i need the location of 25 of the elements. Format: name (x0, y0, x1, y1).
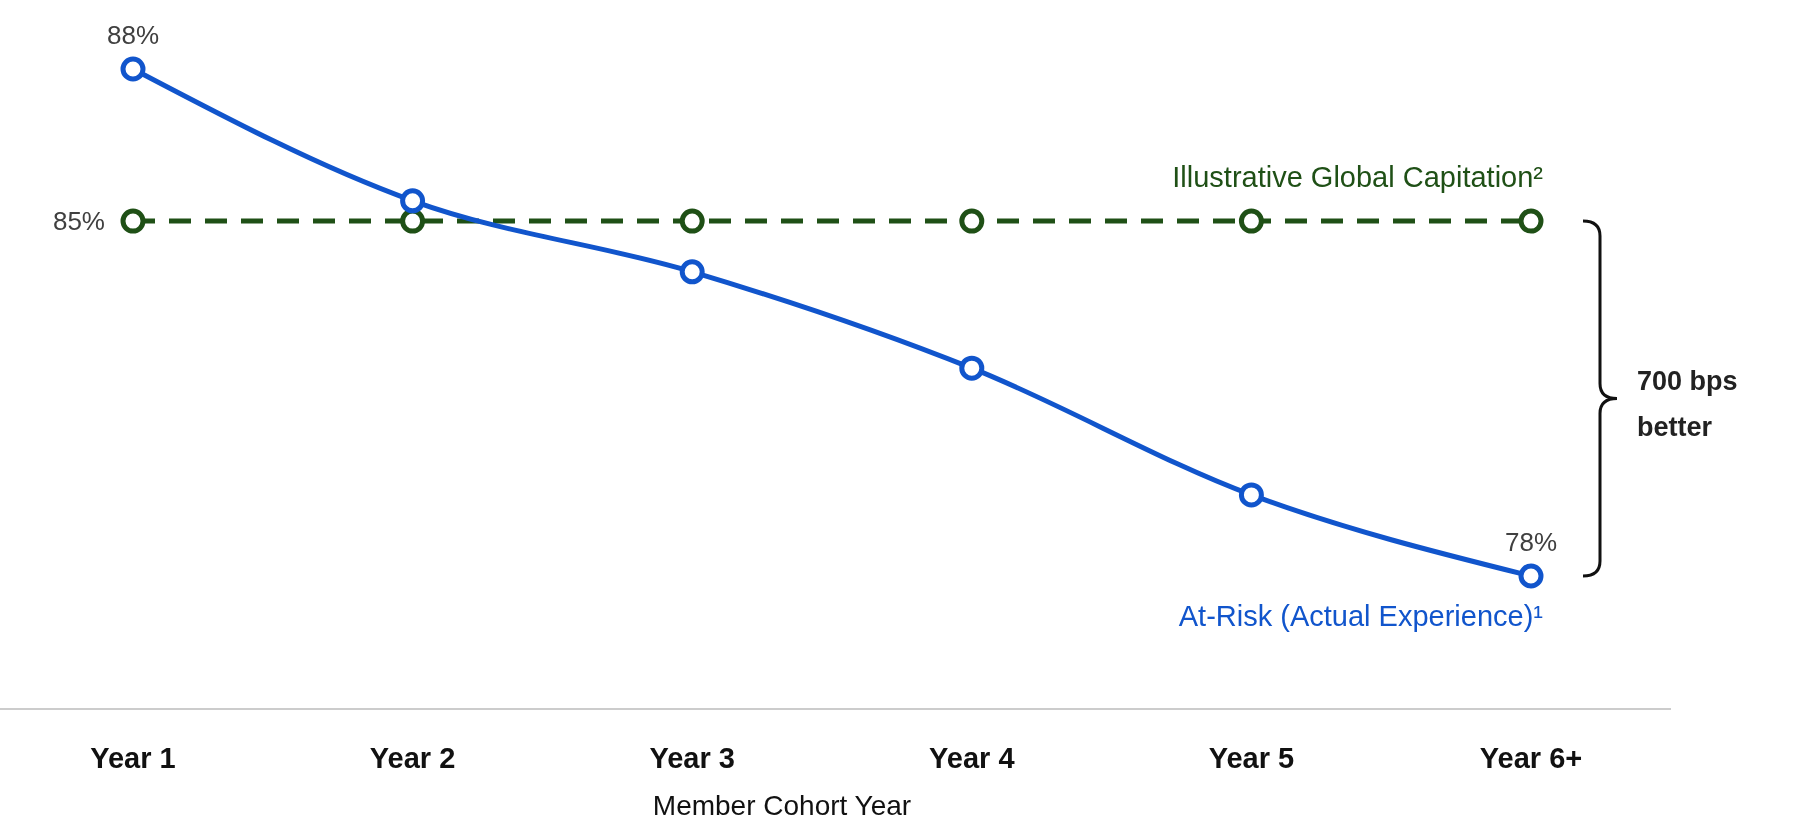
point (400, 208, 426, 234)
point (679, 208, 705, 234)
x-tick-label: Year 4 (929, 742, 1015, 774)
x-tick-label: Year 2 (369, 742, 456, 774)
point (679, 259, 705, 285)
x-axis-title: Member Cohort Year (652, 790, 912, 821)
annotation: 700 bps better (1637, 365, 1738, 442)
point (120, 208, 146, 234)
point (1238, 482, 1264, 508)
point (400, 188, 426, 214)
x-tick-label: Year 1 (90, 742, 176, 774)
point (959, 208, 985, 234)
series-label: Illustrative Global Capitation² (1172, 161, 1544, 194)
x-tick-label: Year 6+ (1479, 742, 1583, 774)
data-label: 85% (52, 206, 105, 237)
x-tick-label: Year 5 (1208, 742, 1295, 774)
data-label: 88% (106, 20, 160, 50)
point (1518, 208, 1544, 234)
series-label: At-Risk (Actual Experience)¹ (1178, 600, 1544, 632)
point (1518, 563, 1544, 589)
point (959, 355, 985, 381)
point (120, 56, 146, 82)
point (1238, 208, 1264, 234)
x-tick-label: Year 3 (649, 742, 735, 774)
data-label: 78% (1504, 527, 1558, 557)
